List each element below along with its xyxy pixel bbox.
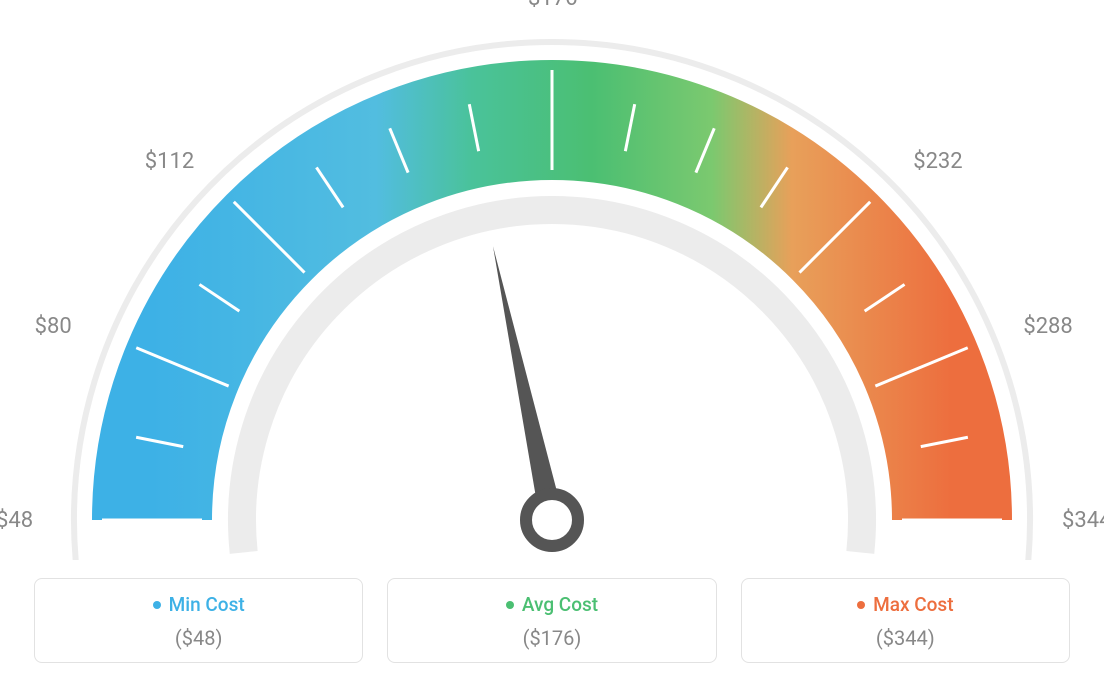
legend-row: Min Cost ($48) Avg Cost ($176) Max Cost …	[34, 578, 1070, 663]
legend-card-min: Min Cost ($48)	[34, 578, 363, 663]
legend-value-min: ($48)	[35, 626, 362, 650]
gauge-tick-label: $232	[913, 149, 962, 174]
gauge-tick-label: $112	[145, 149, 194, 174]
gauge-tick-label: $80	[35, 314, 72, 339]
gauge-tick-label: $288	[1023, 314, 1072, 339]
legend-label-min: Min Cost	[169, 593, 245, 616]
gauge-tick-label: $48	[0, 508, 33, 533]
legend-label-avg: Avg Cost	[522, 593, 598, 616]
dot-icon	[506, 601, 514, 609]
legend-label-max: Max Cost	[873, 593, 953, 616]
legend-card-max: Max Cost ($344)	[741, 578, 1070, 663]
legend-value-avg: ($176)	[388, 626, 715, 650]
legend-title-min: Min Cost	[153, 593, 245, 616]
gauge-svg	[52, 20, 1052, 560]
legend-card-avg: Avg Cost ($176)	[387, 578, 716, 663]
legend-title-avg: Avg Cost	[506, 593, 598, 616]
dot-icon	[857, 601, 865, 609]
gauge-chart: $48 $80 $112 $176 $232 $288 $344	[0, 0, 1104, 560]
dot-icon	[153, 601, 161, 609]
gauge-tick-label: $176	[528, 0, 577, 11]
legend-value-max: ($344)	[742, 626, 1069, 650]
legend-title-max: Max Cost	[857, 593, 953, 616]
gauge-tick-label: $344	[1062, 508, 1104, 533]
